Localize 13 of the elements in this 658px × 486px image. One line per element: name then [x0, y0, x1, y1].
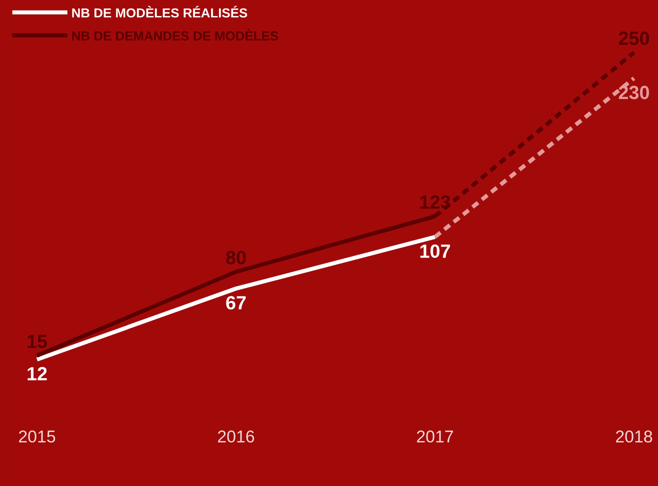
data-label: 67 — [226, 296, 246, 310]
legend-label: NB DE DEMANDES DE MODÈLES — [72, 28, 278, 40]
x-tick-label: 2016 — [218, 430, 254, 443]
x-tick-label: 2015 — [19, 430, 56, 443]
data-label: 12 — [28, 367, 47, 380]
legend-label: NB DE MODÈLES RÉALISÉS — [72, 6, 248, 18]
x-tick-label: 2018 — [616, 430, 652, 443]
x-tick-label: 2017 — [417, 430, 453, 443]
data-label: 250 — [618, 32, 650, 45]
data-label: 107 — [420, 244, 450, 258]
data-label: 15 — [28, 334, 48, 348]
data-label: 230 — [618, 86, 650, 100]
data-label: 80 — [226, 250, 246, 264]
